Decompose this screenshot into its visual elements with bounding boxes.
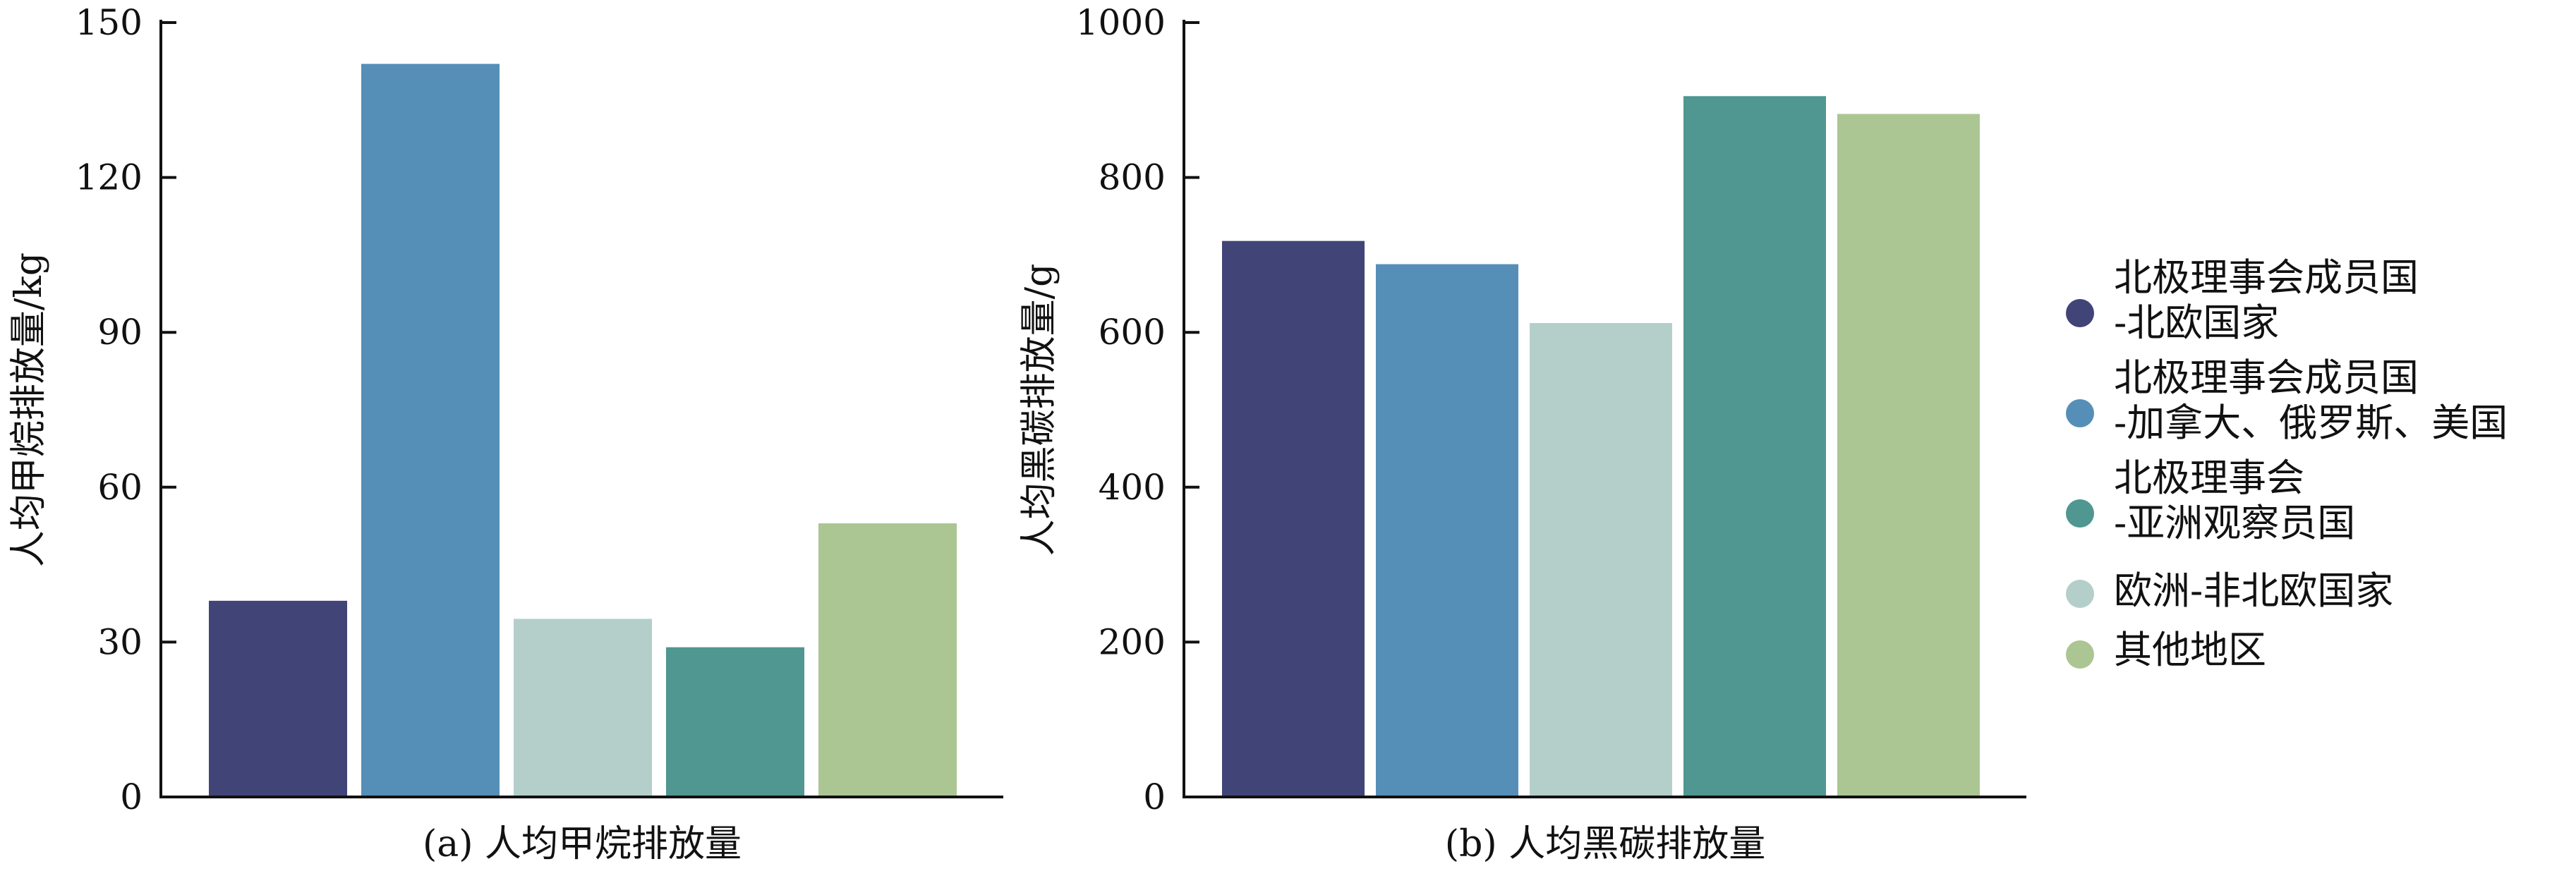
bar-black-carbon-5 [1837, 114, 1980, 798]
legend-label-3-line-1: 北极理事会 [2114, 456, 2304, 500]
y-tick-label-methane-0: 0 [120, 777, 143, 817]
legend-label-4-line-1: 欧洲-非北欧国家 [2114, 568, 2393, 613]
legend-marker-3 [2066, 499, 2094, 528]
y-tick-label-methane-120: 120 [75, 157, 143, 198]
y-tick-label-black-carbon-400: 400 [1099, 467, 1166, 508]
legend-label-5-line-1: 其他地区 [2114, 628, 2266, 672]
y-axis-label-black-carbon: 人均黑碳排放量/g [1018, 264, 1060, 556]
chart-title-methane: (a) 人均甲烷排放量 [423, 823, 742, 865]
bar-methane-5 [818, 523, 957, 797]
legend-marker-5 [2066, 640, 2094, 669]
legend-label-2-line-1: 北极理事会成员国 [2114, 355, 2419, 400]
legend-label-1-line-1: 北极理事会成员国 [2114, 255, 2419, 300]
legend-label-2-line-2: -加拿大、俄罗斯、美国 [2114, 401, 2508, 445]
legend-marker-4 [2066, 580, 2094, 608]
chart-title-black-carbon: (b) 人均黑碳排放量 [1445, 823, 1765, 865]
bar-black-carbon-2 [1376, 264, 1518, 797]
chart-methane: 0 30 60 90 120 150 人均甲烷排放量/kg (a) 人均甲烷排放量 [8, 2, 1003, 865]
y-tick-label-black-carbon-800: 800 [1099, 157, 1166, 198]
y-tick-label-methane-30: 30 [97, 621, 143, 662]
legend-label-3-line-2: -亚洲观察员国 [2114, 501, 2355, 545]
y-tick-label-black-carbon-0: 0 [1143, 777, 1166, 817]
y-tick-label-methane-150: 150 [75, 2, 143, 43]
bar-black-carbon-3 [1530, 323, 1672, 797]
bar-black-carbon-4 [1683, 96, 1826, 797]
bar-methane-4 [666, 647, 804, 797]
legend: 北极理事会成员国-北欧国家北极理事会成员国-加拿大、俄罗斯、美国北极理事会-亚洲… [2066, 255, 2508, 672]
y-tick-label-black-carbon-600: 600 [1099, 312, 1166, 353]
bar-methane-2 [361, 63, 500, 797]
chart-black-carbon: 0 200 400 600 800 1000 人均黑碳排放量/g (b) 人均黑碳排放量 [1018, 2, 2026, 865]
y-tick-label-black-carbon-1000: 1000 [1076, 2, 1166, 43]
bar-methane-3 [514, 619, 652, 797]
y-tick-label-methane-60: 60 [97, 467, 143, 508]
y-tick-label-methane-90: 90 [97, 312, 143, 353]
bar-black-carbon-1 [1222, 240, 1365, 797]
legend-label-1-line-2: -北欧国家 [2114, 300, 2279, 345]
bar-methane-1 [209, 600, 347, 797]
y-axis-label-methane: 人均甲烷排放量/kg [8, 252, 50, 567]
y-tick-label-black-carbon-200: 200 [1099, 621, 1166, 662]
legend-marker-1 [2066, 299, 2094, 327]
legend-marker-2 [2066, 399, 2094, 427]
